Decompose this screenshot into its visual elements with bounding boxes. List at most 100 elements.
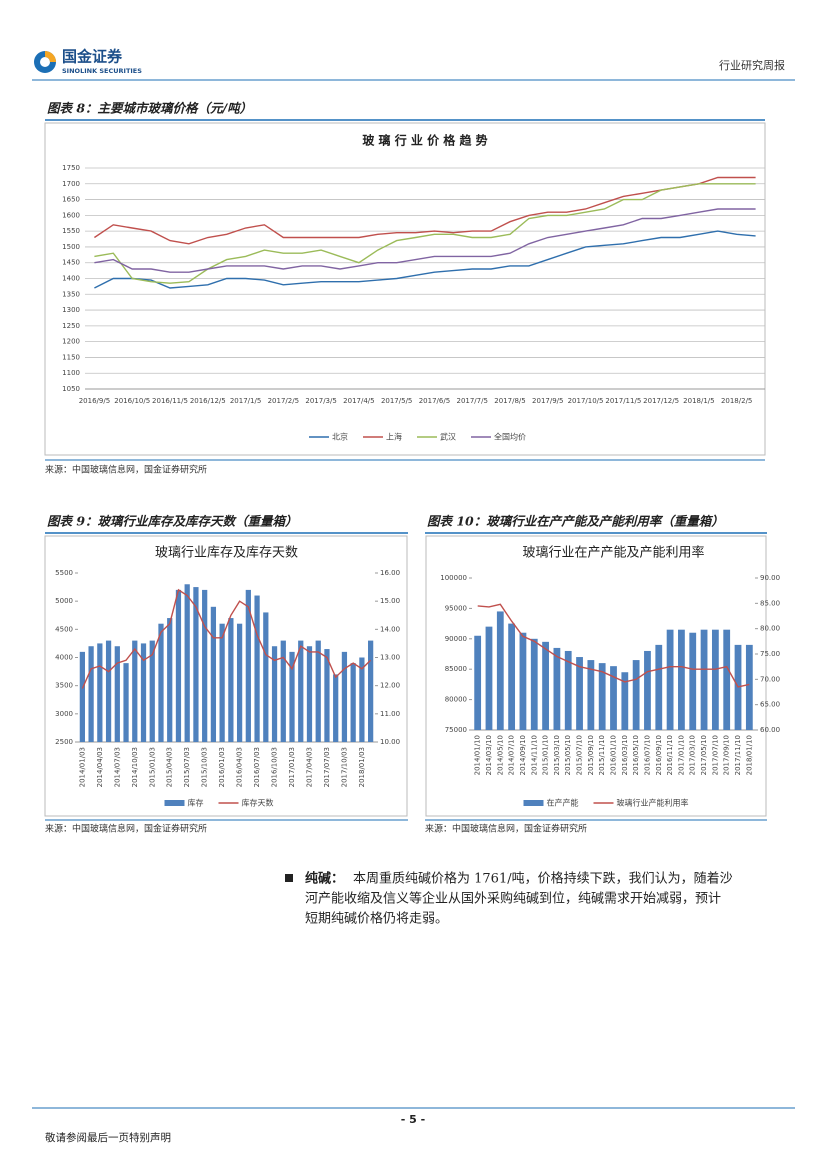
bar — [333, 674, 339, 742]
x-tick-label: 2017/11/10 — [734, 735, 742, 775]
x-tick-label: 2017/10/5 — [568, 397, 604, 405]
chart-frame — [44, 122, 766, 456]
brand-en: SINOLINK SECURITIES — [62, 67, 142, 75]
logo-inner — [40, 57, 50, 67]
bar — [598, 663, 606, 730]
y2-tick-label: 90.00 — [760, 574, 780, 582]
legend-label: 在产产能 — [547, 798, 579, 808]
y-tick-label: 1250 — [62, 322, 80, 330]
y-tick-label: 1050 — [62, 385, 80, 393]
bar — [88, 646, 94, 742]
x-tick-label: 2017/5/5 — [381, 397, 412, 405]
bar — [254, 595, 260, 742]
y2-tick-label: 15.00 — [380, 597, 400, 605]
x-tick-label: 2017/01/03 — [288, 747, 296, 787]
legend-label: 库存天数 — [242, 798, 274, 808]
y-tick-label: 1400 — [62, 275, 80, 283]
x-tick-label: 2018/1/5 — [683, 397, 714, 405]
x-tick-label: 2017/4/5 — [343, 397, 374, 405]
y-tick-label: 3500 — [55, 682, 73, 690]
x-tick-label: 2017/04/03 — [305, 747, 313, 787]
legend-label: 全国均价 — [494, 432, 526, 442]
x-tick-label: 2016/10/5 — [114, 397, 150, 405]
x-tick-label: 2017/05/10 — [700, 735, 708, 775]
y-tick-label: 2500 — [55, 738, 73, 746]
bar — [132, 640, 138, 742]
x-tick-label: 2015/10/03 — [201, 747, 209, 787]
brand: 国金证券 — [62, 48, 123, 66]
series-line — [94, 176, 756, 245]
y-tick-label: 90000 — [445, 635, 467, 643]
bar — [632, 660, 640, 730]
bar — [553, 647, 561, 730]
legend-swatch — [164, 800, 185, 806]
y-tick-label: 1650 — [62, 196, 80, 204]
figure-caption: 图表 8：主要城市玻璃价格（元/吨） — [47, 101, 252, 116]
chart-title: 玻璃行业库存及库存天数 — [155, 545, 298, 561]
figure-caption: 图表 10：玻璃行业在产产能及产能利用率（重量箱） — [427, 514, 724, 529]
x-tick-label: 2017/7/5 — [456, 397, 487, 405]
series-line — [94, 208, 756, 273]
y-tick-label: 85000 — [445, 665, 467, 673]
x-tick-label: 2016/11/10 — [666, 735, 674, 775]
y-tick-label: 1600 — [62, 211, 80, 219]
figure-caption: 图表 9：玻璃行业库存及库存天数（重量箱） — [47, 514, 298, 529]
x-tick-label: 2017/12/5 — [643, 397, 679, 405]
legend-swatch — [523, 800, 544, 806]
x-tick-label: 2017/11/5 — [605, 397, 641, 405]
y2-tick-label: 13.00 — [380, 654, 400, 662]
chart-title: 玻璃行业在产产能及产能利用率 — [522, 545, 704, 561]
y-tick-label: 1750 — [62, 164, 80, 172]
y2-tick-label: 11.00 — [380, 710, 400, 718]
bar — [149, 640, 155, 742]
y2-tick-label: 60.00 — [760, 726, 780, 734]
x-tick-label: 2016/05/10 — [632, 735, 640, 775]
bar — [359, 657, 365, 742]
bar — [564, 650, 572, 730]
y2-tick-label: 12.00 — [380, 682, 400, 690]
x-tick-label: 2017/8/5 — [494, 397, 525, 405]
x-tick-label: 2014/03/10 — [485, 735, 493, 775]
y-tick-label: 1100 — [62, 369, 80, 377]
x-tick-label: 2016/01/03 — [218, 747, 226, 787]
bar — [184, 584, 190, 742]
bar — [576, 657, 583, 730]
y2-tick-label: 80.00 — [760, 625, 780, 633]
footer-note: 敬请参阅最后一页特别声明 — [45, 1131, 171, 1144]
x-tick-label: 2018/2/5 — [721, 397, 752, 405]
y-tick-label: 4000 — [55, 654, 73, 662]
y-tick-label: 1300 — [62, 306, 80, 314]
paragraph-line: 河产能收缩及信义等企业从国外采购纯碱到位，纯碱需求开始减弱，预计 — [305, 891, 721, 907]
bar — [745, 644, 753, 730]
x-tick-label: 2015/03/10 — [553, 735, 561, 775]
y-tick-label: 1500 — [62, 243, 80, 251]
legend-label: 库存 — [188, 798, 204, 808]
x-tick-label: 2017/2/5 — [268, 397, 299, 405]
legend-label: 武汉 — [440, 432, 456, 442]
y2-tick-label: 85.00 — [760, 599, 780, 607]
x-tick-label: 2016/9/5 — [79, 397, 110, 405]
legend-label: 北京 — [332, 432, 348, 442]
y2-tick-label: 16.00 — [380, 569, 400, 577]
y-tick-label: 95000 — [445, 604, 467, 612]
x-tick-label: 2014/11/10 — [530, 735, 538, 775]
y2-tick-label: 65.00 — [760, 701, 780, 709]
bar — [485, 626, 493, 730]
x-tick-label: 2017/07/03 — [323, 747, 331, 787]
y-tick-label: 5000 — [55, 597, 73, 605]
bar — [530, 638, 538, 730]
x-tick-label: 2014/05/10 — [496, 735, 504, 775]
bar — [271, 646, 278, 742]
bar — [474, 635, 482, 730]
paragraph-label: 纯碱： — [305, 871, 344, 887]
x-tick-label: 2018/01/03 — [358, 747, 366, 787]
bar — [202, 589, 208, 742]
x-tick-label: 2015/01/03 — [148, 747, 156, 787]
figure-source: 来源：中国玻璃信息网，国金证券研究所 — [45, 464, 207, 476]
bar — [97, 643, 103, 742]
paragraph-line: 短期纯碱价格仍将走弱。 — [305, 911, 448, 927]
x-tick-label: 2015/05/10 — [564, 735, 572, 775]
page-number: - 5 - — [401, 1113, 425, 1126]
x-tick-label: 2017/03/10 — [689, 735, 697, 775]
